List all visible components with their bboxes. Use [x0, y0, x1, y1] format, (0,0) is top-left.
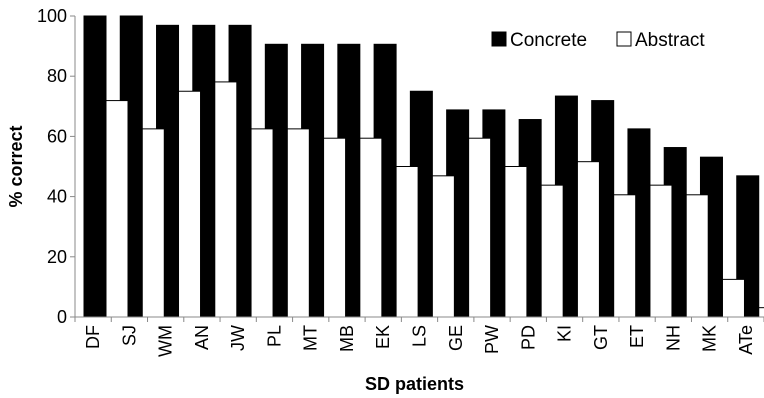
- bar-abstract-gt: [613, 194, 637, 318]
- y-tick-label: 40: [47, 187, 67, 207]
- x-tick-label: AN: [192, 325, 212, 350]
- y-axis: 0 20 40 60 80 100: [37, 6, 76, 327]
- x-tick-label: MK: [700, 325, 720, 352]
- legend-label-concrete: Concrete: [510, 30, 587, 51]
- bar-abstract-df: [105, 100, 129, 318]
- bar-abstract-nh: [685, 194, 709, 318]
- legend-label-abstract: Abstract: [635, 30, 705, 51]
- bar-abstract-an: [214, 81, 238, 318]
- x-tick-label: PW: [482, 325, 502, 354]
- y-tick-label: 80: [47, 66, 67, 86]
- bar-abstract-ge: [468, 137, 492, 318]
- x-tick-label: KI: [555, 325, 575, 342]
- y-axis-title: % correct: [6, 125, 26, 207]
- x-axis: DF SJ WM AN JW PL MT MB EK LS GE PW PD KI GT ET NH MK ATe: [74, 316, 764, 357]
- y-tick-label: 0: [57, 307, 67, 327]
- x-tick-label: ATe: [736, 325, 756, 355]
- bar-abstract-wm: [178, 90, 202, 318]
- plot-area: [83, 15, 764, 318]
- x-tick-label: NH: [663, 325, 683, 351]
- x-tick-label: DF: [83, 325, 103, 349]
- legend-swatch-abstract: [616, 31, 632, 47]
- x-tick-label: MT: [301, 325, 321, 351]
- x-tick-label: EK: [373, 325, 393, 349]
- x-tick-label: SJ: [119, 325, 139, 346]
- legend-swatch-concrete: [491, 31, 507, 47]
- bar-abstract-ls: [431, 175, 455, 318]
- x-tick-label: ET: [627, 325, 647, 348]
- bar-concrete-df: [83, 15, 107, 318]
- x-tick-label: MB: [337, 325, 357, 352]
- bar-abstract-ate: [758, 307, 764, 318]
- x-tick-label: PL: [264, 325, 284, 347]
- bar-abstract-pw: [504, 166, 528, 318]
- bar-abstract-pl: [286, 128, 310, 318]
- x-tick-label: GT: [591, 325, 611, 350]
- bar-abstract-sj: [141, 128, 165, 318]
- y-tick-label: 100: [37, 6, 67, 26]
- x-tick-label: WM: [156, 325, 176, 357]
- x-tick-label: JW: [228, 325, 248, 351]
- bar-abstract-mt: [323, 137, 347, 318]
- x-tick-label: LS: [410, 325, 430, 347]
- x-tick-label: PD: [518, 325, 538, 350]
- bar-abstract-et: [649, 184, 673, 318]
- bar-abstract-mb: [359, 137, 383, 318]
- legend: Concrete Abstract: [491, 30, 705, 51]
- bar-abstract-ek: [395, 166, 419, 318]
- y-tick-label: 20: [47, 247, 67, 267]
- bar-abstract-jw: [250, 128, 274, 318]
- bar-abstract-mk: [721, 278, 745, 318]
- x-tick-label: GE: [446, 325, 466, 351]
- bar-abstract-pd: [540, 184, 564, 318]
- y-tick-label: 60: [47, 126, 67, 146]
- x-axis-title: SD patients: [365, 374, 464, 394]
- bar-abstract-ki: [576, 161, 600, 318]
